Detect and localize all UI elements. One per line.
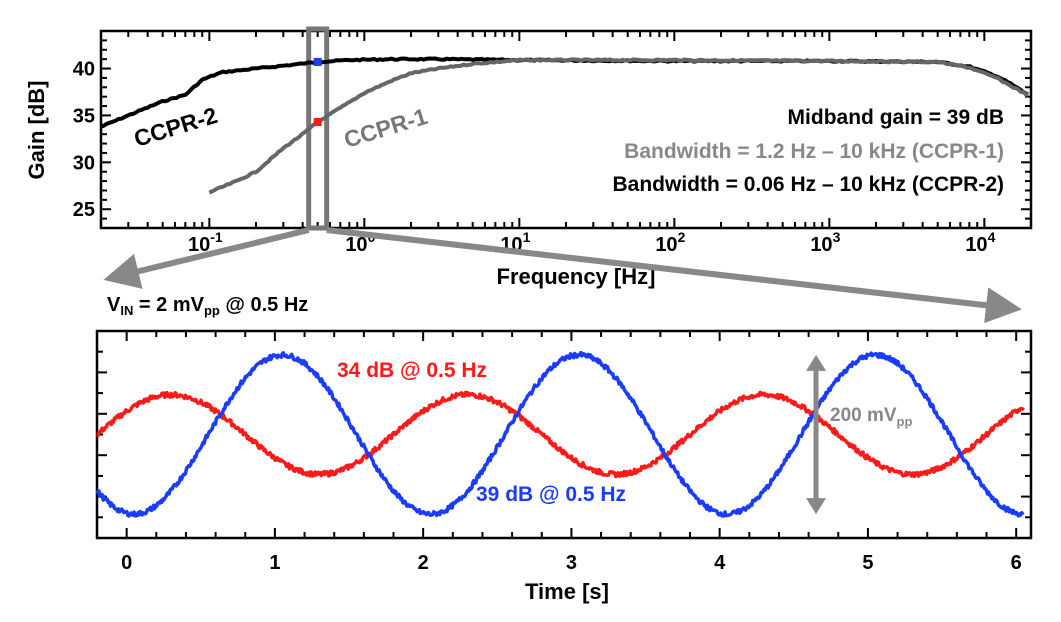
scale-bar-arrow-top — [806, 354, 827, 371]
scale-bar-sub: pp — [897, 414, 913, 429]
gain-marker — [313, 57, 322, 66]
input-signal-label: VIN = 2 mVpp @ 0.5 Hz — [107, 294, 308, 318]
input-v: V — [107, 294, 121, 316]
top-y-axis-label: Gain [dB] — [24, 81, 49, 180]
zoom-arrow-left — [103, 227, 310, 289]
x-tick-base: 10 — [345, 234, 367, 256]
x-tick-label: 103 — [810, 229, 840, 256]
bottom-tick-marks — [97, 330, 1031, 539]
bottom-x-tick-labels: 0 1 2 3 4 5 6 — [121, 552, 1022, 574]
x-tick-base: 10 — [655, 234, 677, 256]
series-line-ccpr-1 — [208, 57, 1029, 195]
y-tick-label: 30 — [73, 152, 95, 174]
time-tick-label: 6 — [1011, 552, 1022, 574]
red-series-label: 34 dB @ 0.5 Hz — [337, 359, 487, 382]
gain-marker — [313, 117, 322, 126]
blue-series-label: 39 dB @ 0.5 Hz — [476, 483, 626, 506]
scale-bar-arrow-bottom — [806, 498, 827, 515]
x-tick-base: 10 — [965, 234, 987, 256]
bottom-series-group — [95, 350, 1026, 518]
input-mid: = 2 mV — [133, 294, 204, 316]
input-pp-sub: pp — [204, 303, 220, 318]
x-tick-label: 104 — [965, 229, 995, 256]
time-tick-label: 1 — [269, 552, 280, 574]
x-tick-base: 10 — [188, 234, 210, 256]
top-series-group — [100, 26, 1029, 231]
y-tick-label: 40 — [73, 59, 95, 81]
top-y-tick-labels: 25 30 35 40 — [73, 59, 95, 222]
y-tick-label: 25 — [73, 199, 95, 221]
scale-bar-label: 200 mVpp — [830, 405, 912, 429]
time-domain-chart: 0 1 2 3 4 5 6 200 mVpp 34 dB @ 0.5 Hz 39 dB @ … — [95, 329, 1033, 604]
x-tick-label: 102 — [655, 229, 685, 256]
time-tick-label: 0 — [121, 552, 132, 574]
time-tick-label: 3 — [566, 552, 577, 574]
time-tick-label: 4 — [714, 552, 726, 574]
y-tick-label: 35 — [73, 105, 95, 127]
input-v-sub: IN — [120, 303, 133, 318]
zoom-arrow-right — [326, 227, 1022, 324]
x-tick-exponent: 4 — [988, 229, 996, 245]
x-tick-label: 10-1 — [188, 229, 223, 256]
time-tick-label: 5 — [862, 552, 873, 574]
zoom-connector — [103, 227, 1022, 324]
x-tick-base: 10 — [810, 234, 832, 256]
waveform-blue — [95, 350, 1025, 518]
waveform-red — [96, 390, 1026, 479]
top-tick-marks — [100, 31, 1032, 228]
top-x-tick-labels: 10-1100101102103104 — [188, 229, 996, 256]
x-tick-exponent: -1 — [210, 229, 223, 245]
x-tick-exponent: 3 — [833, 229, 841, 245]
bottom-x-axis-label: Time [s] — [525, 579, 609, 604]
bandwidth-ccpr2-annotation: Bandwidth = 0.06 Hz – 10 kHz (CCPR-2) — [612, 173, 1004, 196]
top-x-axis-label: Frequency [Hz] — [497, 264, 656, 289]
scale-bar-text: 200 mV — [830, 405, 897, 426]
scale-bar — [806, 354, 827, 515]
ccpr1-label: CCPR-1 — [341, 103, 431, 153]
input-tail: @ 0.5 Hz — [220, 294, 308, 316]
x-tick-exponent: 1 — [523, 229, 531, 245]
bandwidth-ccpr1-annotation: Bandwidth = 1.2 Hz – 10 kHz (CCPR-1) — [624, 140, 1004, 163]
x-tick-exponent: 2 — [678, 229, 686, 245]
midband-gain-annotation: Midband gain = 39 dB — [788, 106, 1004, 129]
time-tick-label: 2 — [418, 552, 429, 574]
